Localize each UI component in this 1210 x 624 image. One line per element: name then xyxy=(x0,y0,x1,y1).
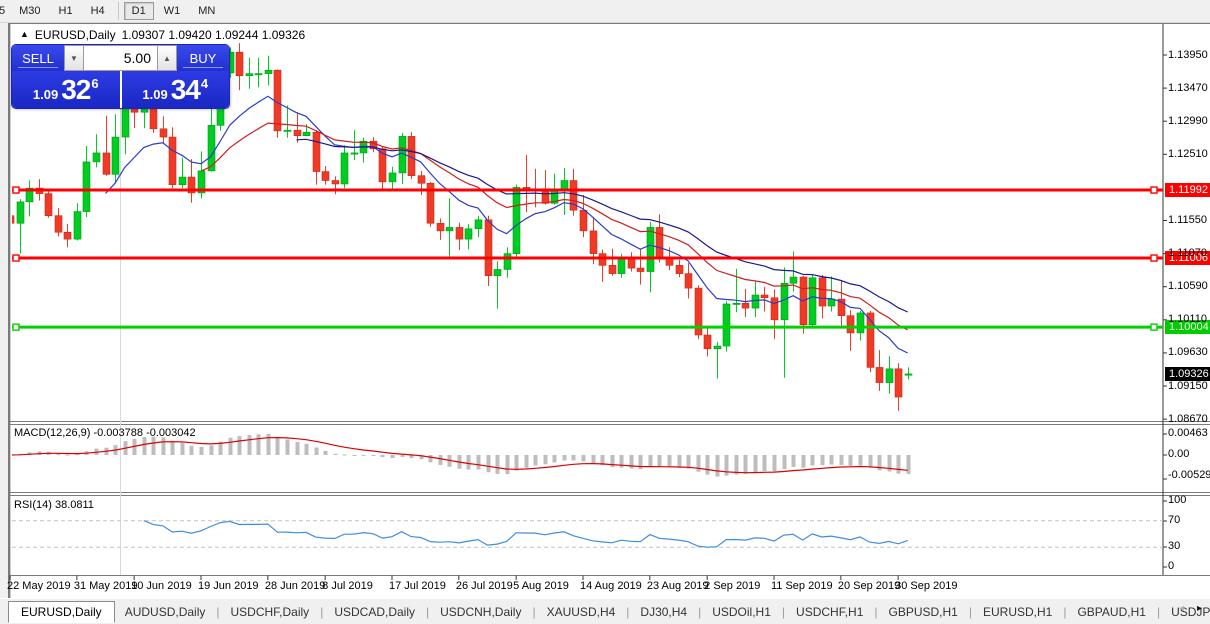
chart-tab-bar: EURUSD,Daily AUDUSD,Daily | USDCHF,Daily | US… xyxy=(0,598,1210,624)
sell-price-point: 6 xyxy=(91,76,99,91)
green-level-price-label[interactable]: 1.10004 xyxy=(1165,320,1210,335)
tab-separator: | xyxy=(781,604,786,619)
tab-separator: | xyxy=(874,604,878,619)
chart-tab-usdoil-h1[interactable]: USDOil,H1 xyxy=(712,604,771,619)
date-axis-label: 14 Aug 2019 xyxy=(580,580,642,592)
tab-scroll-right-icon[interactable]: ▸ xyxy=(1196,603,1202,614)
chart-tab-usdchf-h1[interactable]: USDCHF,H1 xyxy=(796,604,864,619)
timeframe-button-h4[interactable]: H4 xyxy=(90,5,105,17)
timeframe-button-5[interactable]: 5 xyxy=(0,5,6,17)
buy-price-button[interactable]: 1.09 34 4 xyxy=(121,71,229,108)
macd-axis-tick: 0.00 xyxy=(1168,448,1190,460)
buy-price-handle: 1.09 xyxy=(142,87,168,102)
chart-tab-gbpaud-h1[interactable]: GBPAUD,H1 xyxy=(1077,604,1146,619)
trade-panel-top-row: SELL ▼ 5.00 ▲ BUY xyxy=(12,45,229,71)
chart-tab-dj30-h4[interactable]: DJ30,H4 xyxy=(640,604,688,619)
rsi-label: RSI(14) 38.0811 xyxy=(14,499,94,511)
price-axis-tick: 1.09150 xyxy=(1168,379,1208,392)
price-axis-tick: 1.11550 xyxy=(1168,214,1207,227)
volume-input[interactable]: 5.00 xyxy=(84,45,157,71)
date-axis-label: 10 Jun 2019 xyxy=(131,580,192,592)
chart-ohlc-values: 1.09307 1.09420 1.09244 1.09326 xyxy=(121,28,306,42)
tab-separator: | xyxy=(1156,604,1161,619)
rsi-axis-tick: 0 xyxy=(1168,560,1175,572)
tab-separator: | xyxy=(968,604,972,619)
trade-panel-prices: 1.09 32 6 1.09 34 4 xyxy=(12,71,229,108)
sell-price-handle: 1.09 xyxy=(32,87,59,102)
tab-separator: | xyxy=(216,604,220,619)
chart-tab-usdcad-daily[interactable]: USDCAD,Daily xyxy=(334,604,415,619)
chart-tab-audusd-daily[interactable]: AUDUSD,Daily xyxy=(124,604,206,619)
timeframe-button-h1[interactable]: H1 xyxy=(58,5,73,17)
timeframe-button-mn[interactable]: MN xyxy=(198,5,216,17)
date-axis-label: 2 Sep 2019 xyxy=(704,580,761,592)
tab-separator: | xyxy=(626,604,630,619)
date-axis-label: 19 Jun 2019 xyxy=(198,580,259,592)
buy-price-point: 4 xyxy=(200,76,209,91)
price-axis-tick: 1.12510 xyxy=(1168,147,1208,160)
date-axis-label: 17 Jul 2019 xyxy=(389,580,446,592)
price-axis-tick: 1.12990 xyxy=(1168,114,1208,127)
tab-separator: | xyxy=(320,604,324,619)
sell-button[interactable]: SELL xyxy=(12,45,64,71)
sell-price-pips: 32 xyxy=(61,73,91,105)
price-axis-tick: 1.08670 xyxy=(1168,412,1208,425)
chart-tab-usdchf-daily[interactable]: USDCHF,Daily xyxy=(230,604,310,619)
price-axis-tick: 1.13470 xyxy=(1168,81,1208,94)
timeframe-button-w1[interactable]: W1 xyxy=(163,5,181,17)
rsi-axis-tick: 30 xyxy=(1168,540,1181,552)
volume-decrease-button[interactable]: ▼ xyxy=(64,45,84,71)
chart-tab-eurusd-h1[interactable]: EURUSD,H1 xyxy=(982,604,1053,619)
date-axis-label: 31 May 2019 xyxy=(73,580,138,592)
chart-title: ▲ EURUSD,Daily 1.09307 1.09420 1.09244 1… xyxy=(20,28,305,42)
one-click-trading-panel: SELL ▼ 5.00 ▲ BUY 1.09 32 6 1.09 34 4 xyxy=(12,45,229,108)
tab-separator: | xyxy=(532,604,536,619)
macd-axis-tick: 0.00463 xyxy=(1168,427,1208,439)
chart-tab-gbpusd-h1[interactable]: GBPUSD,H1 xyxy=(888,604,958,619)
chart-window xyxy=(8,23,1210,598)
date-axis-label: 23 Aug 2019 xyxy=(646,580,709,592)
price-axis-tick: 1.10110 xyxy=(1168,313,1207,326)
support-price-label[interactable]: 1.11006 xyxy=(1165,251,1210,266)
tab-separator: | xyxy=(698,604,702,619)
chart-tab-eurusd-daily[interactable]: EURUSD,Daily xyxy=(8,600,115,623)
date-axis-label: 26 Jul 2019 xyxy=(455,580,513,592)
current-price-label: 1.09326 xyxy=(1165,366,1210,381)
macd-axis-tick: -0.005299 xyxy=(1168,469,1210,481)
timeframe-toolbar: 5 M30 H1 H4 D1 W1 MN xyxy=(0,0,1210,23)
timeframe-button-d1[interactable]: D1 xyxy=(123,2,154,20)
price-axis-tick: 1.11070 xyxy=(1168,247,1207,260)
date-axis-label: 22 May 2019 xyxy=(7,580,71,592)
date-axis-label: 20 Sep 2019 xyxy=(837,580,901,592)
buy-price-pips: 34 xyxy=(170,73,201,105)
volume-increase-button[interactable]: ▲ xyxy=(157,45,177,71)
chart-tab-xauusd-h4[interactable]: XAUUSD,H4 xyxy=(546,604,616,619)
rsi-axis-tick: 100 xyxy=(1168,494,1187,506)
price-axis-tick: 1.10590 xyxy=(1168,280,1208,293)
rsi-axis-tick: 70 xyxy=(1168,514,1181,526)
date-axis-label: 28 Jun 2019 xyxy=(264,580,326,592)
timeframe-button-m30[interactable]: M30 xyxy=(19,5,41,17)
date-axis-label: 5 Aug 2019 xyxy=(513,580,569,592)
chart-symbol-label: EURUSD,Daily xyxy=(34,28,116,42)
date-axis-label: 8 Jul 2019 xyxy=(322,580,373,592)
date-axis-label: 30 Sep 2019 xyxy=(895,580,958,592)
tab-separator: | xyxy=(1063,604,1067,619)
tab-separator: | xyxy=(426,604,430,619)
collapse-symbols-icon[interactable]: ▲ xyxy=(20,29,29,39)
sell-price-button[interactable]: 1.09 32 6 xyxy=(12,71,120,108)
toolbar-separator xyxy=(117,2,119,20)
date-axis-label: 11 Sep 2019 xyxy=(771,580,833,592)
price-axis-tick: 1.09630 xyxy=(1168,346,1208,359)
macd-label: MACD(12,26,9) -0.003788 -0.003042 xyxy=(14,427,196,439)
tab-scroll-left-icon[interactable]: ◂ xyxy=(1178,603,1184,614)
buy-button[interactable]: BUY xyxy=(177,45,229,71)
chart-tab-usdjp[interactable]: USDJP xyxy=(1171,604,1210,619)
resistance-price-label[interactable]: 1.11992 xyxy=(1165,183,1210,198)
chart-tab-usdcnh-daily[interactable]: USDCNH,Daily xyxy=(440,604,522,619)
price-axis-tick: 1.13950 xyxy=(1168,48,1208,61)
